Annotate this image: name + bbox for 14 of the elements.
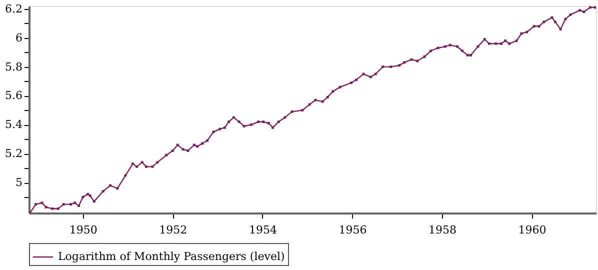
x-tick-label: 1954 [248,224,277,236]
x-tick-label: 1958 [428,224,457,236]
y-tick-label: 6 [16,31,22,44]
y-tick-label: 5.6 [5,89,22,102]
legend-label: Logarithm of Monthly Passengers (level) [58,250,285,263]
x-tick-label: 1950 [69,224,98,236]
y-tick-label: 5 [16,176,22,190]
x-tick-label: 1956 [338,224,367,236]
y-tick-label: 5.4 [5,118,22,132]
y-tick-label: 5.8 [5,60,22,74]
y-tick-label: 6.2 [5,2,22,16]
x-tick-label: 1952 [159,224,188,236]
x-tick-label: 1960 [518,224,546,236]
y-tick-label: 5.2 [5,147,22,160]
